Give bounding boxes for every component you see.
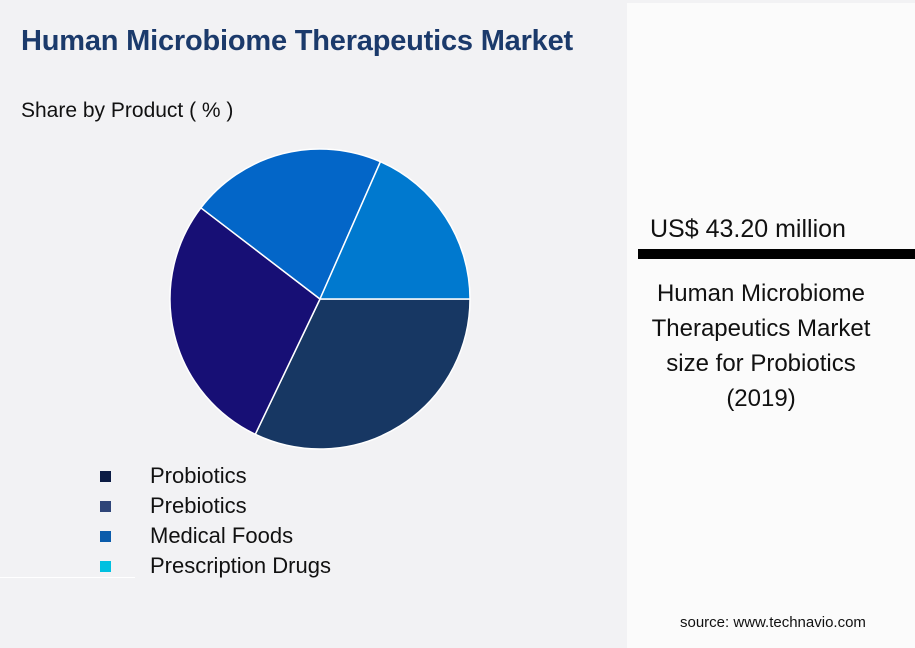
divider-bar <box>638 249 915 259</box>
pie-slice-prebiotics <box>169 207 321 436</box>
legend-swatch <box>100 560 111 572</box>
legend-item: Probiotics <box>100 461 331 491</box>
legend-item: Medical Foods <box>100 521 331 551</box>
legend-swatch <box>100 500 111 512</box>
legend-swatch <box>100 530 111 542</box>
pie-slice-prescription-drugs <box>319 160 471 300</box>
info-panel <box>627 3 915 648</box>
legend: Probiotics Prebiotics Medical Foods Pres… <box>100 461 331 581</box>
chart-title: Human Microbiome Therapeutics Market <box>21 25 573 57</box>
source-credit: source: www.technavio.com <box>680 614 866 631</box>
pie-slice-medical-foods <box>200 148 382 300</box>
pie-chart <box>169 148 471 450</box>
legend-item: Prebiotics <box>100 491 331 521</box>
pie-slice-probiotics <box>254 298 471 450</box>
chart-subtitle: Share by Product ( % ) <box>21 99 234 122</box>
divider <box>0 577 135 578</box>
legend-label: Medical Foods <box>150 523 294 548</box>
market-description: Human Microbiome Therapeutics Market siz… <box>651 280 871 412</box>
legend-item: Prescription Drugs <box>100 551 331 581</box>
legend-label: Prebiotics <box>150 493 247 518</box>
market-value: US$ 43.20 million <box>650 215 846 243</box>
legend-label: Prescription Drugs <box>150 553 331 578</box>
legend-swatch <box>100 470 111 482</box>
legend-label: Probiotics <box>150 463 247 488</box>
